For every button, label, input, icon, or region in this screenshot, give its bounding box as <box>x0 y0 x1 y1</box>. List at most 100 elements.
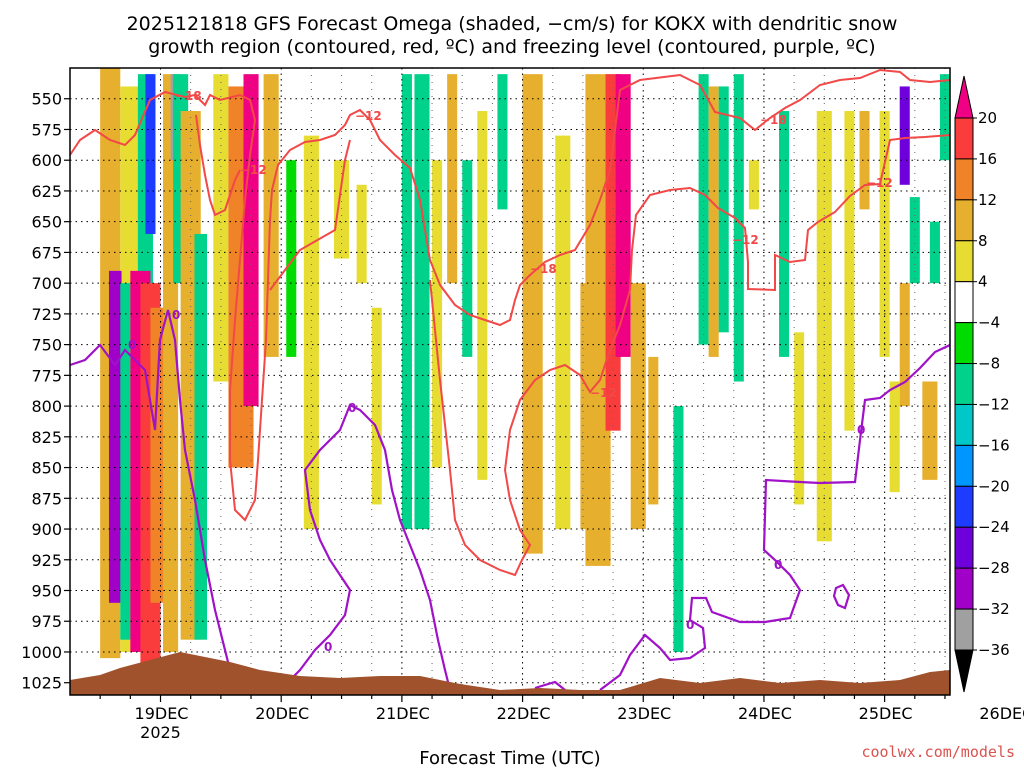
x-axis: 19DEC 20DEC 21DEC 22DEC 23DEC 24DEC 25DEC 26DEC… <box>99 695 1024 742</box>
colorbar-tick-label: −8 <box>978 355 1000 373</box>
colorbar-swatch <box>954 240 974 283</box>
omega-cell <box>120 283 131 640</box>
colorbar-tick-label: −4 <box>978 314 1000 332</box>
omega-cell <box>673 406 684 652</box>
contour-minus12 <box>195 114 950 577</box>
y-tick-label: 750 <box>31 336 62 355</box>
colorbar-swatch <box>954 403 974 446</box>
omega-cell <box>145 74 156 234</box>
omega-cell <box>432 160 443 468</box>
y-tick-label: 900 <box>31 520 62 539</box>
omega-cell <box>286 160 297 357</box>
colorbar-tick-label: −12 <box>978 395 1010 413</box>
contour-label-minus12: −12 <box>732 233 759 247</box>
y-tick-label: 625 <box>31 182 62 201</box>
x-tick-label: 20DEC <box>255 704 309 723</box>
colorbar-swatch <box>954 322 974 365</box>
contour-minus18 <box>70 68 950 522</box>
colorbar-top-arrow <box>954 75 974 119</box>
y-tick-label: 775 <box>31 366 62 385</box>
y-tick-label: 600 <box>31 151 62 170</box>
contour-label-minus12: −12 <box>866 176 893 190</box>
omega-cell <box>477 111 488 480</box>
y-tick-label: 650 <box>31 213 62 232</box>
omega-cell <box>899 86 910 185</box>
omega-cell <box>698 74 709 345</box>
colorbar-tick-label: 12 <box>978 191 997 209</box>
colorbar-swatch <box>954 281 974 324</box>
omega-cell <box>844 111 855 431</box>
colorbar-swatch <box>954 444 974 487</box>
y-tick-label: 700 <box>31 274 62 293</box>
credit-text: coolwx.com/models <box>861 743 1015 761</box>
omega-cell <box>555 135 571 530</box>
colorbar-tick-label: 16 <box>978 150 997 168</box>
omega-cell <box>779 111 790 357</box>
omega-cell <box>401 74 412 530</box>
contour-label-zero: 0 <box>324 640 332 654</box>
colorbar-swatch <box>954 526 974 569</box>
omega-cell <box>462 160 473 357</box>
y-axis: 550 575 600 625 650 675 700 725 750 775 800 825 850 8… <box>21 90 70 693</box>
omega-cell <box>909 197 920 284</box>
y-tick-label: 675 <box>31 243 62 262</box>
x-tick-label: 19DEC <box>135 704 189 723</box>
contour-label-zero: 0 <box>686 618 694 632</box>
colorbar-swatch <box>954 485 974 528</box>
y-tick-label: 825 <box>31 428 62 447</box>
omega-cell <box>243 74 259 407</box>
terrain <box>70 652 950 695</box>
contour-label-zero: 0 <box>774 558 782 572</box>
y-tick-label: 1025 <box>21 674 62 693</box>
omega-cell <box>889 381 900 493</box>
y-tick-label: 550 <box>31 90 62 109</box>
omega-cell <box>303 135 319 530</box>
x-tick-label: 23DEC <box>617 704 671 723</box>
omega-cell <box>414 74 430 530</box>
colorbar-tick-label: 20 <box>978 109 997 127</box>
colorbar-tick-label: −32 <box>978 600 1010 618</box>
omega-cell <box>615 74 631 357</box>
omega-cell <box>194 233 208 640</box>
y-tick-label: 875 <box>31 489 62 508</box>
colorbar-tick-label: 8 <box>978 232 988 250</box>
contour-zero-loop <box>832 583 851 610</box>
y-tick-label: 725 <box>31 305 62 324</box>
contour-labels: −18 −12 −12 −18 −12 −18 −12 −12 0 0 0 0 … <box>128 89 893 654</box>
x-tick-label: 22DEC <box>497 704 551 723</box>
contour-label-minus18: −18 <box>175 89 202 103</box>
chart-title-line-2: growth region (contoured, red, ºC) and f… <box>148 36 875 58</box>
colorbar: 20 16 12 8 4 −4 −8 −12 −16 −20 −24 −28 −32 −36 <box>954 75 1010 693</box>
contour-label-minus18: −18 <box>760 113 787 127</box>
contour-label-zero: 0 <box>857 423 865 437</box>
omega-cell <box>748 160 759 210</box>
omega-cell <box>371 307 382 505</box>
y-tick-label: 575 <box>31 120 62 139</box>
omega-cell <box>497 74 508 210</box>
colorbar-swatch <box>954 363 974 405</box>
y-tick-label: 850 <box>31 459 62 478</box>
omega-cell <box>816 111 832 542</box>
contour-label-zero: 0 <box>348 401 356 415</box>
colorbar-tick-label: −24 <box>978 518 1010 536</box>
colorbar-bottom-arrow <box>954 649 974 693</box>
colorbar-tick-label: −28 <box>978 559 1010 577</box>
colorbar-swatch <box>954 199 974 242</box>
omega-cell <box>922 381 938 480</box>
omega-cell <box>356 184 367 284</box>
contour-label-minus12: −12 <box>355 109 382 123</box>
omega-cell <box>733 74 744 382</box>
plot-frame <box>69 67 951 696</box>
y-tick-label: 925 <box>31 551 62 570</box>
contour-label-minus12: −12 <box>240 163 267 177</box>
x-axis-title: Forecast Time (UTC) <box>419 748 600 768</box>
omega-cell <box>899 283 910 407</box>
omega-cell <box>334 160 350 259</box>
omega-cell <box>213 74 229 382</box>
y-tick-label: 975 <box>31 612 62 631</box>
colorbar-tick-label: −16 <box>978 436 1010 454</box>
chart-title-line-1: 2025121818 GFS Forecast Omega (shaded, −… <box>127 13 898 35</box>
contour-label-minus18: −18 <box>530 262 557 276</box>
omega-cell <box>794 332 805 505</box>
